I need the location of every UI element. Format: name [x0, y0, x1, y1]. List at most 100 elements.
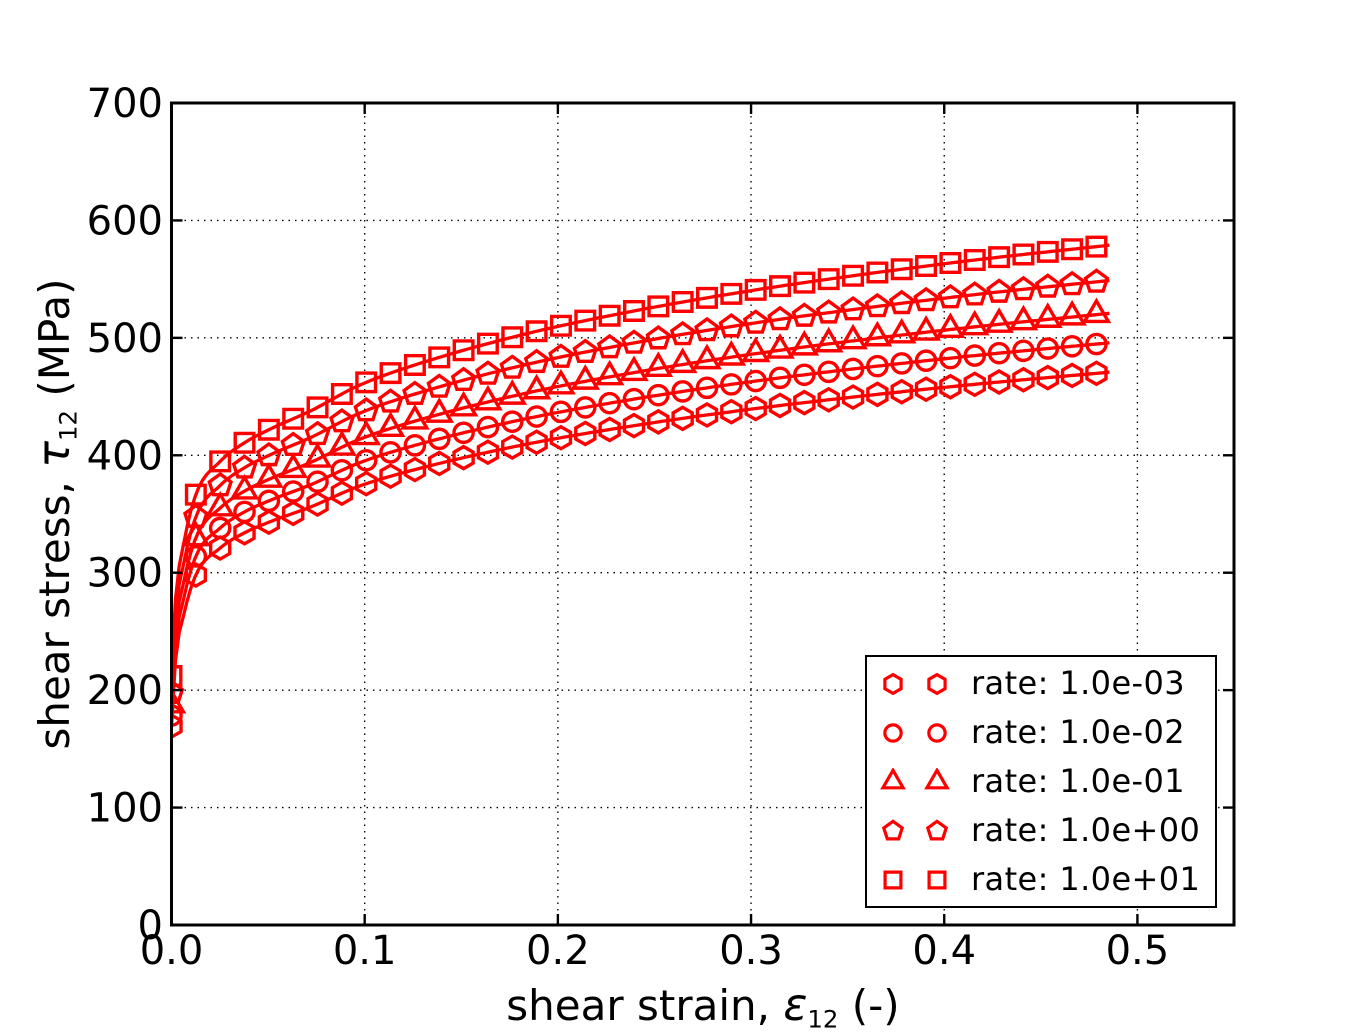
series-marker	[525, 320, 548, 343]
series-marker	[890, 258, 913, 281]
series-marker	[1057, 299, 1087, 326]
series-marker	[695, 376, 719, 400]
legend-label: rate: 1.0e-02	[971, 713, 1185, 751]
series-marker	[667, 347, 698, 374]
series-marker	[171, 704, 183, 727]
series-marker	[229, 474, 260, 500]
x-axis-label-symbol: ε	[783, 980, 808, 1031]
square-icon-shape	[927, 869, 947, 890]
series-marker	[988, 246, 1011, 269]
series-marker	[231, 454, 258, 479]
hexagon-icon	[927, 672, 947, 695]
series-marker	[521, 373, 552, 400]
series-marker	[963, 344, 987, 367]
series-marker	[500, 410, 524, 433]
series-marker	[403, 434, 427, 457]
series-marker	[330, 382, 353, 405]
series-marker	[450, 366, 477, 392]
series-marker	[209, 450, 232, 473]
series-marker	[939, 373, 962, 400]
series-marker	[476, 415, 500, 439]
series-marker	[379, 441, 402, 464]
series-marker	[619, 355, 649, 382]
series-marker	[1034, 273, 1061, 298]
legend-item: rate: 1.0e-01	[867, 757, 1215, 806]
series-marker	[428, 346, 451, 369]
series-marker	[304, 420, 331, 446]
series-marker	[549, 400, 573, 424]
y-axis-label-symbol: τ	[29, 441, 80, 468]
triangle-icon	[924, 767, 950, 789]
legend-item: rate: 1.0e-03	[867, 659, 1215, 708]
series-marker	[499, 354, 526, 379]
series-marker	[549, 314, 572, 337]
x-tick-label: 0.2	[526, 928, 590, 974]
series-marker	[403, 353, 426, 376]
series-marker	[208, 535, 232, 562]
series-marker	[233, 519, 256, 546]
series-marker	[768, 392, 792, 419]
series-marker	[355, 470, 378, 497]
series-marker	[963, 371, 986, 398]
series-marker	[379, 362, 402, 385]
series-marker	[744, 369, 767, 393]
series-marker	[984, 307, 1014, 333]
series-marker	[306, 396, 329, 419]
series-marker	[1010, 275, 1037, 301]
series-marker	[427, 427, 451, 451]
series-marker	[183, 503, 209, 528]
series-marker	[426, 373, 453, 398]
y-tick-label: 600	[87, 198, 163, 244]
series-marker	[622, 412, 646, 439]
series-marker	[866, 261, 889, 284]
series-marker	[1083, 268, 1110, 293]
series-marker	[330, 458, 354, 482]
series-marker	[572, 338, 599, 363]
series-marker	[278, 452, 309, 479]
series-marker	[621, 329, 647, 354]
series-marker	[596, 333, 623, 359]
series-marker	[548, 343, 574, 368]
y-tick-label: 500	[87, 316, 163, 362]
series-marker	[184, 483, 207, 506]
axes-frame	[170, 101, 1236, 927]
series-line	[171, 341, 1110, 716]
square-icon-shape	[883, 869, 903, 890]
series-marker	[375, 411, 406, 437]
x-tick-label: 0.0	[140, 928, 204, 974]
series-marker	[793, 271, 816, 294]
series-marker	[497, 379, 528, 405]
series-marker	[171, 679, 185, 704]
series-marker	[448, 390, 479, 417]
series-marker	[742, 309, 769, 334]
series-marker	[256, 441, 282, 467]
series-marker	[1085, 235, 1108, 258]
series-marker	[574, 309, 597, 332]
series-marker	[986, 278, 1012, 303]
series-marker	[669, 320, 696, 346]
series-marker	[915, 255, 938, 278]
series-marker	[890, 378, 913, 405]
series-marker	[939, 251, 962, 274]
y-tick-label: 400	[87, 433, 163, 479]
series-marker	[525, 429, 548, 456]
circle-icon-shape	[883, 722, 903, 743]
series-marker	[793, 389, 816, 416]
series-marker	[233, 500, 256, 524]
series-marker	[171, 665, 183, 688]
series-marker	[549, 424, 573, 451]
series-marker	[622, 387, 646, 411]
y-tick-label: 700	[87, 81, 163, 127]
series-marker	[720, 398, 743, 425]
series-marker	[862, 320, 893, 347]
series-marker	[1059, 270, 1085, 296]
series-marker	[1032, 302, 1063, 328]
series-marker	[476, 439, 500, 466]
series-marker	[1036, 240, 1059, 263]
series-marker	[696, 286, 718, 309]
series-marker	[840, 295, 866, 321]
series-marker	[647, 383, 670, 407]
circle-icon	[883, 722, 903, 743]
series-marker	[987, 341, 1011, 365]
series-marker	[864, 292, 891, 318]
